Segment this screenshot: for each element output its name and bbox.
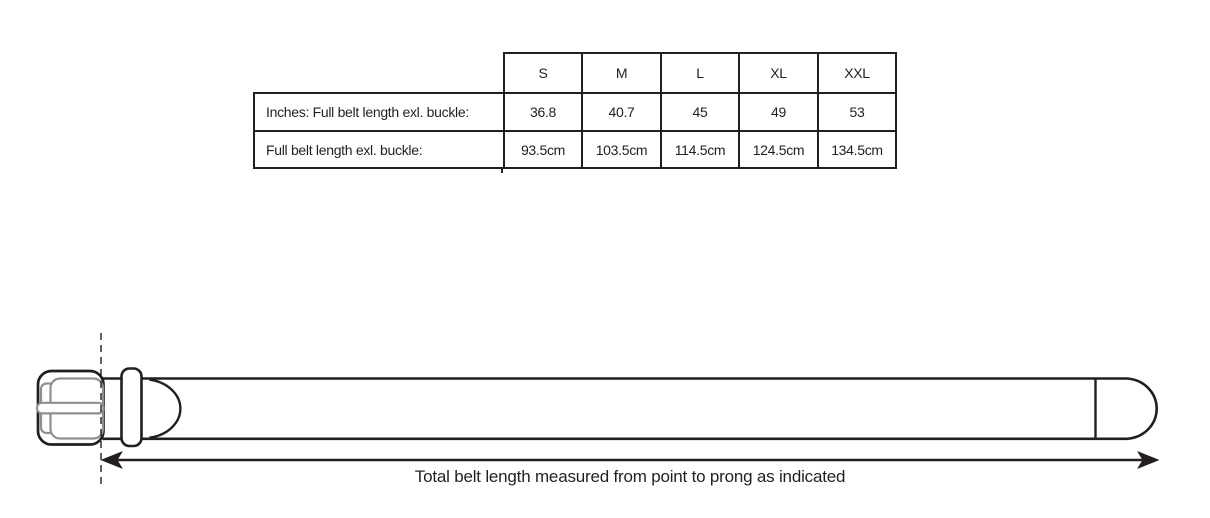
table-row-cm: Full belt length exl. buckle: 93.5cm 103… — [253, 130, 897, 169]
buckle-prong — [35, 401, 105, 415]
belt-strap — [141, 377, 1158, 441]
size-column-header-s: S — [503, 52, 583, 94]
belt-tip-curve — [149, 378, 182, 439]
inches-value-s: 36.8 — [503, 92, 583, 132]
size-column-header-xl: XL — [738, 52, 819, 94]
inches-value-m: 40.7 — [581, 92, 662, 132]
size-header-row: S M L XL XXL — [254, 52, 897, 94]
cm-value-xxl: 134.5cm — [817, 130, 897, 169]
cm-value-l: 114.5cm — [660, 130, 740, 169]
table-border-tick — [501, 167, 503, 173]
arrowhead-right-icon — [1137, 451, 1160, 469]
size-column-header-m: M — [581, 52, 662, 94]
belt-loop — [120, 367, 143, 448]
arrowhead-left-icon — [100, 451, 123, 469]
cm-value-s: 93.5cm — [503, 130, 583, 169]
row-label-inches: Inches: Full belt length exl. buckle: — [253, 92, 505, 132]
row-label-cm: Full belt length exl. buckle: — [253, 130, 505, 169]
cm-value-m: 103.5cm — [581, 130, 662, 169]
belt-strap-neck — [102, 377, 123, 441]
measurement-caption: Total belt length measured from point to… — [414, 467, 846, 486]
table-row-inches: Inches: Full belt length exl. buckle: 36… — [253, 92, 897, 132]
inches-value-xl: 49 — [738, 92, 819, 132]
measurement-arrowheads — [100, 451, 1160, 469]
belt-buckle — [35, 369, 105, 446]
inches-value-l: 45 — [660, 92, 740, 132]
size-column-header-xxl: XXL — [817, 52, 897, 94]
inches-value-xxl: 53 — [817, 92, 897, 132]
size-column-header-l: L — [660, 52, 740, 94]
size-table: S M L XL XXL Inches: Full belt length ex… — [253, 52, 897, 169]
cm-value-xl: 124.5cm — [738, 130, 819, 169]
